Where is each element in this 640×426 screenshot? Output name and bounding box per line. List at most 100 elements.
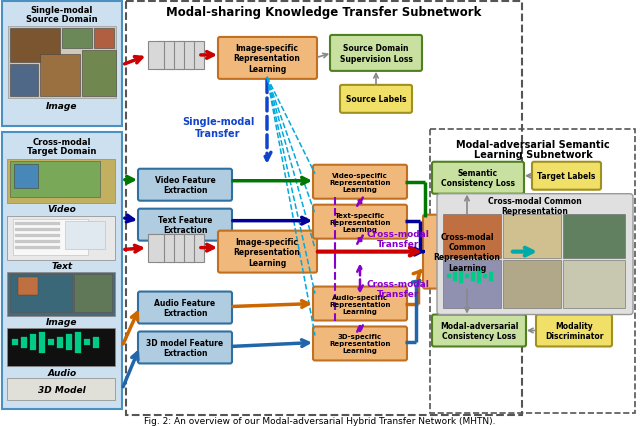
Text: Video-specific
Representation
Learning: Video-specific Representation Learning: [330, 172, 390, 192]
Text: Text Feature
Extraction: Text Feature Extraction: [158, 216, 212, 235]
Bar: [7, 329, 115, 367]
Bar: [453, 272, 457, 281]
Bar: [15, 240, 60, 243]
Bar: [503, 214, 561, 258]
Bar: [465, 274, 469, 278]
Text: Single-modal: Single-modal: [31, 6, 93, 15]
Text: 3D model Feature
Extraction: 3D model Feature Extraction: [147, 338, 223, 357]
Bar: [84, 340, 90, 345]
Text: Modal-sharing Knowledge Transfer Subnetwork: Modal-sharing Knowledge Transfer Subnetw…: [166, 6, 482, 20]
Bar: [10, 65, 38, 97]
Bar: [15, 246, 60, 249]
FancyBboxPatch shape: [138, 209, 232, 241]
Text: Semantic
Consistency Loss: Semantic Consistency Loss: [441, 169, 515, 188]
Text: Image-specific
Representation
Learning: Image-specific Representation Learning: [234, 237, 300, 267]
Bar: [10, 161, 100, 197]
Text: Single-modal
Transfer: Single-modal Transfer: [182, 117, 254, 138]
Bar: [10, 274, 72, 312]
Text: Cross-modal
Transfer: Cross-modal Transfer: [367, 279, 429, 299]
Bar: [483, 274, 487, 278]
Bar: [443, 260, 501, 308]
Text: Target Labels: Target Labels: [537, 172, 595, 181]
FancyBboxPatch shape: [340, 86, 412, 114]
Text: 3D-specific
Representation
Learning: 3D-specific Representation Learning: [330, 334, 390, 354]
Bar: [93, 338, 99, 348]
Text: Modal-adversarial Semantic: Modal-adversarial Semantic: [456, 139, 610, 150]
Bar: [74, 274, 112, 312]
Bar: [10, 29, 60, 63]
FancyBboxPatch shape: [432, 162, 524, 194]
Bar: [447, 274, 451, 278]
Bar: [489, 272, 493, 281]
Bar: [94, 29, 114, 49]
FancyBboxPatch shape: [313, 327, 407, 360]
Text: Image: Image: [46, 317, 77, 326]
FancyBboxPatch shape: [536, 315, 612, 347]
Bar: [459, 269, 463, 283]
Bar: [82, 51, 116, 97]
Bar: [2, 2, 122, 127]
Bar: [7, 216, 115, 260]
FancyBboxPatch shape: [313, 165, 407, 199]
Bar: [188, 42, 204, 70]
FancyBboxPatch shape: [313, 205, 407, 239]
Text: Cross-modal Common
Representation: Cross-modal Common Representation: [488, 196, 582, 216]
Bar: [168, 42, 184, 70]
Bar: [126, 2, 522, 415]
Text: Video: Video: [47, 205, 76, 214]
Bar: [158, 42, 174, 70]
Bar: [15, 234, 60, 237]
Text: Modality
Discriminator: Modality Discriminator: [545, 321, 604, 340]
Bar: [178, 42, 194, 70]
Bar: [30, 335, 36, 351]
Bar: [15, 222, 60, 225]
Bar: [168, 234, 184, 262]
Bar: [178, 234, 194, 262]
Bar: [148, 234, 164, 262]
Bar: [148, 42, 164, 70]
Bar: [503, 260, 561, 308]
Bar: [21, 338, 27, 348]
Text: Video Feature
Extraction: Video Feature Extraction: [155, 176, 216, 195]
Text: Learning Subnetwork: Learning Subnetwork: [474, 150, 593, 159]
FancyBboxPatch shape: [138, 292, 232, 324]
Bar: [39, 333, 45, 354]
Text: Fig. 2: An overview of our Modal-adversarial Hybrid Transfer Network (MHTN).: Fig. 2: An overview of our Modal-adversa…: [144, 416, 496, 425]
Bar: [563, 214, 625, 258]
Text: Text-specific
Representation
Learning: Text-specific Representation Learning: [330, 212, 390, 232]
Bar: [430, 130, 635, 413]
Text: Cross-modal
Common
Representation
Learning: Cross-modal Common Representation Learni…: [433, 232, 500, 272]
Bar: [7, 379, 115, 400]
Text: 3D Model: 3D Model: [38, 385, 86, 394]
Bar: [65, 221, 105, 249]
Text: Source Domain: Source Domain: [26, 15, 98, 24]
Text: Source Domain
Supervision Loss: Source Domain Supervision Loss: [340, 44, 412, 63]
Bar: [48, 340, 54, 345]
Bar: [40, 55, 80, 97]
Bar: [75, 333, 81, 354]
Text: Audio: Audio: [47, 368, 77, 377]
Text: Audio-specific
Representation
Learning: Audio-specific Representation Learning: [330, 294, 390, 314]
Text: Image: Image: [46, 102, 77, 111]
FancyBboxPatch shape: [218, 231, 317, 273]
Bar: [188, 234, 204, 262]
FancyBboxPatch shape: [330, 36, 422, 72]
Bar: [7, 159, 115, 203]
Text: Target Domain: Target Domain: [28, 147, 97, 156]
Text: Cross-modal
Transfer: Cross-modal Transfer: [367, 229, 429, 249]
FancyBboxPatch shape: [138, 332, 232, 363]
Text: Text: Text: [51, 262, 72, 271]
Bar: [563, 260, 625, 308]
Bar: [2, 132, 122, 409]
Bar: [443, 214, 501, 258]
Text: Modal-adversarial
Consistency Loss: Modal-adversarial Consistency Loss: [440, 321, 518, 340]
FancyBboxPatch shape: [532, 162, 601, 190]
Text: Source Labels: Source Labels: [346, 95, 406, 104]
Bar: [158, 234, 174, 262]
Text: Audio Feature
Extraction: Audio Feature Extraction: [154, 298, 216, 317]
Bar: [8, 27, 116, 98]
Bar: [66, 335, 72, 351]
Bar: [62, 29, 92, 49]
Text: Image-specific
Representation
Learning: Image-specific Representation Learning: [234, 44, 300, 74]
Bar: [14, 164, 38, 188]
